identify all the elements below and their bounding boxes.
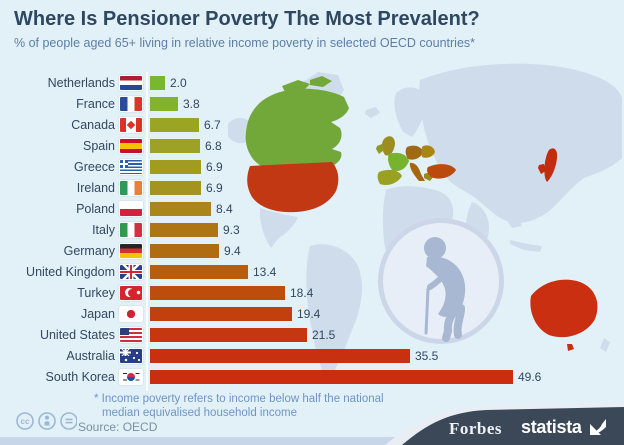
statista-logo[interactable]: statista [521, 417, 582, 437]
country-label: Canada [71, 117, 115, 132]
flag-au-icon [119, 347, 143, 364]
footnote-line-1: * Income poverty refers to income below … [94, 393, 384, 405]
country-label: Poland [76, 201, 115, 216]
country-label: Spain [83, 138, 115, 153]
map-highlighted-countries [245, 76, 598, 351]
chart-row: Germany 9.4 [14, 240, 620, 261]
bar [150, 243, 219, 258]
flag-uk-icon [119, 263, 143, 280]
flag-fr-icon [119, 95, 143, 112]
value-label: 21.5 [312, 327, 336, 342]
country-label: Greece [74, 159, 115, 174]
bar [150, 285, 285, 300]
value-label: 8.4 [216, 201, 233, 216]
bar [150, 159, 201, 174]
country-label: Ireland [76, 180, 115, 195]
value-label: 9.3 [223, 222, 240, 237]
bar [150, 264, 248, 279]
value-label: 13.4 [253, 264, 277, 279]
forbes-logo[interactable]: Forbes [449, 419, 503, 438]
source-label: Source: OECD [78, 420, 158, 434]
chart-row: Turkey 18.4 [14, 282, 620, 303]
bar [150, 306, 292, 321]
bar [150, 222, 218, 237]
bar-chart: Netherlands 2.0 France 3.8 Canada 6.7 Spain 6.8… [14, 72, 620, 387]
chart-row: Japan 19.4 [14, 303, 620, 324]
country-label: France [76, 96, 115, 111]
country-label: Germany [63, 243, 115, 258]
flag-gr-icon [119, 158, 143, 175]
country-label: United Kingdom [26, 264, 115, 279]
value-label: 6.7 [204, 117, 221, 132]
value-label: 3.8 [183, 96, 200, 111]
svg-text:cc: cc [21, 417, 30, 426]
footer-strip [0, 437, 624, 445]
bar [150, 138, 200, 153]
cc-license-icons[interactable]: cc [15, 411, 77, 431]
chart-row: Ireland 6.9 [14, 177, 620, 198]
country-label: Turkey [77, 285, 115, 300]
value-label: 49.6 [518, 369, 542, 384]
flag-nl-icon [119, 74, 143, 91]
value-label: 18.4 [290, 285, 314, 300]
cc-nd-icon[interactable] [60, 412, 77, 430]
chart-footnote: * Income poverty refers to income below … [94, 392, 384, 420]
flag-pl-icon [119, 200, 143, 217]
chart-row: Canada 6.7 [14, 114, 620, 135]
value-label: 35.5 [415, 348, 439, 363]
chart-row: France 3.8 [14, 93, 620, 114]
value-label: 6.9 [206, 180, 223, 195]
value-label: 2.0 [170, 75, 187, 90]
chart-row: Netherlands 2.0 [14, 72, 620, 93]
country-label: United States [39, 327, 115, 342]
flag-jp-icon [119, 305, 143, 322]
statista-logo-icon[interactable] [590, 419, 606, 435]
country-label: Italy [92, 222, 115, 237]
country-label: Japan [80, 306, 115, 321]
chart-row: Greece 6.9 [14, 156, 620, 177]
flag-ca-icon [119, 116, 143, 133]
chart-row: Italy 9.3 [14, 219, 620, 240]
chart-axis-line [146, 72, 148, 391]
bar [150, 96, 178, 111]
footnote-line-2: median equivalised household income [102, 407, 297, 419]
chart-row: Australia 35.5 [14, 345, 620, 366]
flag-us-icon [119, 326, 143, 343]
country-label: Australia [66, 348, 115, 363]
bar [150, 75, 165, 90]
bar [150, 327, 307, 342]
country-label: Netherlands [47, 75, 115, 90]
elderly-man-icon [378, 218, 504, 344]
bar [150, 117, 199, 132]
cc-icon[interactable] [16, 412, 34, 430]
chart-row: United States 21.5 [14, 324, 620, 345]
value-label: 19.4 [297, 306, 321, 321]
bar [150, 348, 410, 363]
chart-row: Spain 6.8 [14, 135, 620, 156]
bar [150, 201, 211, 216]
chart-row: United Kingdom 13.4 [14, 261, 620, 282]
country-label: South Korea [45, 369, 116, 384]
flag-it-icon [119, 221, 143, 238]
flag-kr-icon [119, 368, 143, 385]
value-label: 6.9 [206, 159, 223, 174]
bar [150, 180, 201, 195]
page-subtitle: % of people aged 65+ living in relative … [14, 36, 476, 50]
value-label: 9.4 [224, 243, 241, 258]
cc-by-icon[interactable] [38, 412, 56, 430]
page-title: Where Is Pensioner Poverty The Most Prev… [14, 8, 480, 30]
chart-row: Poland 8.4 [14, 198, 620, 219]
chart-row: South Korea 49.6 [14, 366, 620, 387]
flag-tr-icon [119, 284, 143, 301]
bar [150, 369, 513, 384]
footer-wave [0, 402, 624, 445]
flag-es-icon [119, 137, 143, 154]
value-label: 6.8 [205, 138, 222, 153]
flag-ie-icon [119, 179, 143, 196]
flag-de-icon [119, 242, 143, 259]
